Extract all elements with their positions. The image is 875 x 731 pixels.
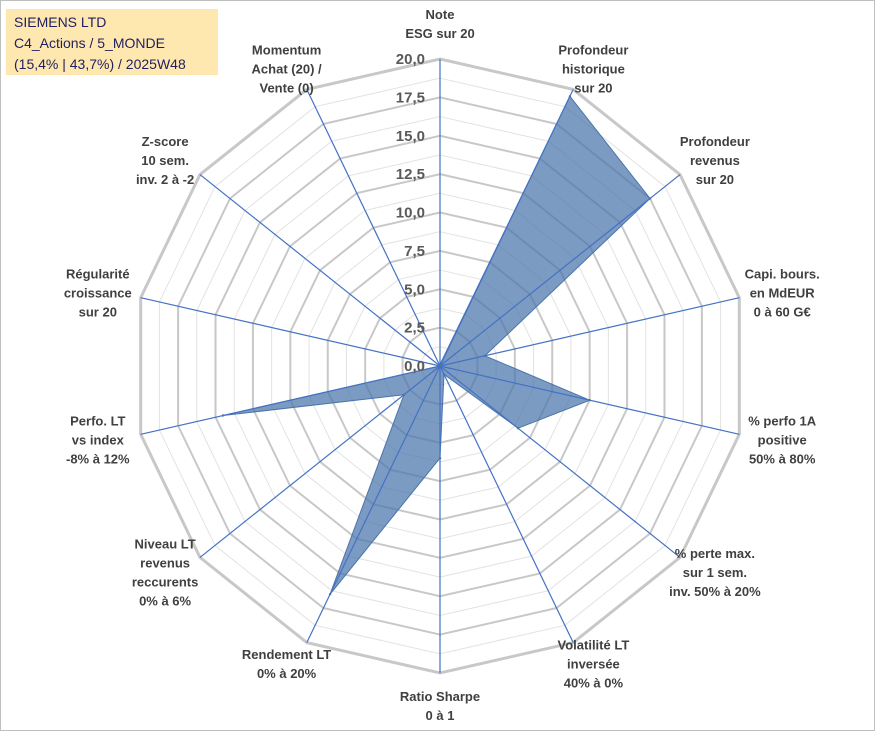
- axis-spoke: [199, 365, 441, 558]
- axis-label-line: Ratio Sharpe: [400, 689, 480, 704]
- axis-label-line: Perfo. LT: [70, 414, 125, 429]
- axis-label: Profondeur historique sur 20: [558, 43, 628, 96]
- tick-label: 0,0: [404, 358, 425, 375]
- axis-label-line: inv. 50% à 20%: [669, 584, 761, 599]
- axis-label-line: 10 sem.: [141, 153, 189, 168]
- company-name: SIEMENS LTD: [14, 14, 107, 30]
- axis-spoke: [199, 174, 441, 367]
- axis-label-line: vs index: [72, 433, 125, 448]
- axis-label: Régularité croissance sur 20: [64, 267, 132, 320]
- axis-label: Niveau LT revenus reccurents 0% à 6%: [132, 536, 198, 608]
- axis-label-line: inv. 2 à -2: [136, 172, 194, 187]
- data-point: [568, 95, 572, 98]
- axis-label-line: historique: [562, 62, 625, 77]
- data-point: [328, 593, 332, 596]
- axis-label-line: sur 1 sem.: [683, 565, 747, 580]
- axis-label: % perte max. sur 1 sem. inv. 50% à 20%: [669, 546, 761, 599]
- axis-label-line: 0 à 60 G€: [754, 305, 811, 320]
- tick-label: 17,5: [396, 89, 425, 106]
- axis-label-line: Volatilité LT: [558, 637, 630, 652]
- axis-label-line: Achat (20) /: [252, 62, 322, 77]
- data-point: [221, 414, 225, 417]
- axis-label-line: positive: [758, 433, 807, 448]
- axis-label-line: Profondeur: [680, 134, 750, 149]
- axis-spoke: [439, 365, 681, 558]
- tick-label: 10,0: [396, 205, 425, 222]
- axis-spoke: [306, 365, 441, 643]
- axis-label-line: revenus: [140, 555, 190, 570]
- axis-spoke: [140, 365, 441, 435]
- axis-spoke: [439, 297, 740, 367]
- axis-label-line: 40% à 0%: [564, 675, 624, 690]
- axis-label-line: sur 20: [574, 81, 612, 96]
- axis-label-line: croissance: [64, 286, 132, 301]
- axis-spoke: [306, 89, 441, 367]
- data-point: [402, 393, 406, 396]
- axis-label-line: 0% à 20%: [257, 666, 317, 681]
- tick-label: 12,5: [396, 166, 425, 183]
- axis-label-line: sur 20: [696, 172, 734, 187]
- axis-spoke: [439, 89, 574, 367]
- axis-label-line: % perte max.: [675, 546, 755, 561]
- axis-label-line: Capi. bours.: [745, 267, 820, 282]
- data-point: [442, 373, 446, 376]
- axis-label: Perfo. LT vs index -8% à 12%: [66, 414, 130, 467]
- axis-label-line: 50% à 80%: [749, 452, 816, 467]
- data-point: [588, 399, 591, 402]
- axis-label-line: 0% à 6%: [139, 593, 191, 608]
- axis-label-line: Momentum: [252, 43, 321, 58]
- axis-label: Z-score 10 sem. inv. 2 à -2: [136, 134, 194, 187]
- axis-label-line: Profondeur: [558, 43, 628, 58]
- axis-label: Ratio Sharpe 0 à 1: [400, 689, 480, 723]
- axis-label-line: % perfo 1A: [748, 414, 817, 429]
- axis-spoke: [439, 365, 574, 643]
- axis-label: % perfo 1A positive 50% à 80%: [748, 414, 817, 467]
- chart-title-box: SIEMENS LTD C4_Actions / 5_MONDE (15,4% …: [6, 9, 218, 75]
- axis-label-line: 0 à 1: [426, 708, 455, 723]
- axis-label-line: en MdEUR: [750, 286, 816, 301]
- axis-label-line: reccurents: [132, 574, 198, 589]
- axis-label: Capi. bours. en MdEUR 0 à 60 G€: [745, 267, 820, 320]
- axis-label: Rendement LT 0% à 20%: [242, 647, 331, 681]
- axis-label-line: ESG sur 20: [405, 26, 474, 41]
- axis-label-line: Rendement LT: [242, 647, 331, 662]
- axis-label-line: Vente (0): [260, 81, 314, 96]
- tick-label: 15,0: [396, 128, 425, 145]
- tick-label: 2,5: [404, 320, 425, 337]
- data-point: [516, 427, 520, 430]
- axis-label-line: inversée: [567, 656, 620, 671]
- data-point: [483, 354, 487, 357]
- data-point: [438, 364, 442, 368]
- data-point: [438, 456, 442, 460]
- axis-label: Volatilité LT inversée 40% à 0%: [558, 637, 630, 690]
- tick-label: 7,5: [404, 243, 425, 260]
- info-label: (15,4% | 43,7%) / 2025W48: [14, 56, 186, 72]
- tick-label: 5,0: [404, 281, 425, 298]
- axis-label: Profondeur revenus sur 20: [680, 134, 750, 187]
- axis-label: Note ESG sur 20: [405, 7, 474, 41]
- axis-label-line: sur 20: [79, 305, 117, 320]
- axis-label-line: Z-score: [142, 134, 189, 149]
- axis-spoke: [140, 297, 441, 367]
- axis-spoke: [439, 174, 681, 367]
- axis-label-line: -8% à 12%: [66, 452, 130, 467]
- axis-label-line: Niveau LT: [135, 536, 196, 551]
- axis-label-line: revenus: [690, 153, 740, 168]
- category-label: C4_Actions / 5_MONDE: [14, 35, 165, 51]
- tick-label: 20,0: [396, 51, 425, 68]
- axis-label: Momentum Achat (20) / Vente (0): [252, 43, 322, 96]
- axis-label-line: Note: [426, 7, 455, 22]
- axis-label-line: Régularité: [66, 267, 130, 282]
- data-point: [648, 197, 652, 200]
